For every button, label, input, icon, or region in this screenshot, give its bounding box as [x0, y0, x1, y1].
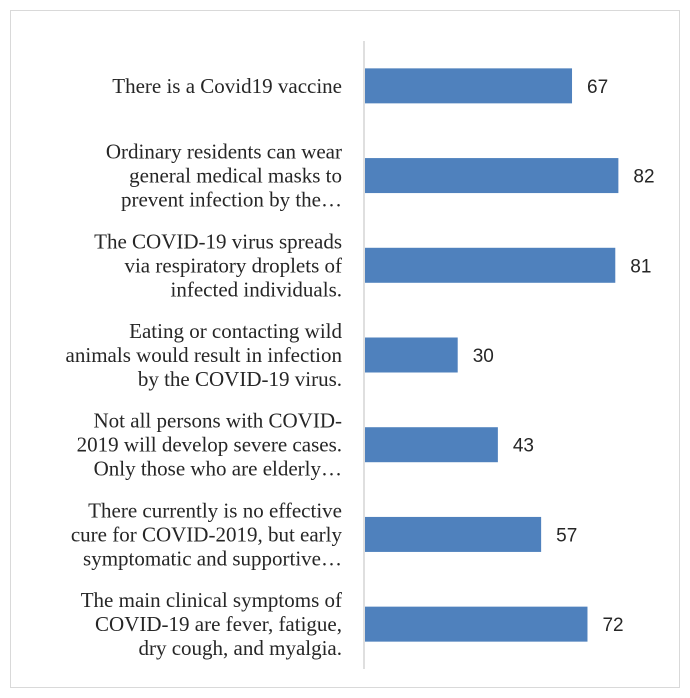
- category-label-2: Ordinary residents can wear general medic…: [106, 140, 342, 212]
- value-label-1: 67: [587, 77, 608, 98]
- category-label-3-line-1: The COVID-19 virus spreads: [94, 229, 342, 253]
- category-label-5: Not all persons with COVID-2019 will dev…: [77, 409, 342, 481]
- value-label-5: 43: [513, 436, 534, 457]
- category-label-4-line-2: animals would result in infection: [66, 343, 343, 367]
- category-label-5-line-1: Not all persons with COVID-: [94, 409, 342, 433]
- category-label-4: Eating or contacting wild animals would r…: [66, 319, 343, 391]
- category-label-3-line-3: infected individuals.: [171, 277, 342, 301]
- category-label-1: There is a Covid19 vaccine: [112, 74, 342, 98]
- bar-5: [365, 427, 498, 463]
- category-label-6-line-1: There currently is no effective: [88, 498, 342, 522]
- category-label-3: The COVID-19 virus spreads via respirator…: [94, 229, 342, 301]
- bar-1: [365, 68, 573, 104]
- category-label-7-line-1: The main clinical symptoms of: [81, 588, 342, 612]
- category-label-7: The main clinical symptoms of COVID-19 ar…: [81, 588, 342, 660]
- category-label-7-line-3: dry cough, and myalgia.: [138, 636, 342, 660]
- bar-chart: 67 82 81 30 43 57 72 There is a Covid19 vaccin…: [66, 41, 655, 669]
- category-label-4-line-1: Eating or contacting wild: [129, 319, 342, 343]
- category-label-2-line-1: Ordinary residents can wear: [106, 140, 342, 164]
- value-label-3: 81: [630, 256, 651, 277]
- bar-6: [365, 516, 542, 552]
- bar-3: [365, 247, 616, 283]
- bars-group: [365, 68, 619, 642]
- category-label-1-line-1: There is a Covid19 vaccine: [112, 74, 342, 98]
- category-label-6: There currently is no effective cure for …: [71, 498, 343, 570]
- category-label-5-line-2: 2019 will develop severe cases.: [77, 433, 342, 457]
- value-label-7: 72: [602, 615, 623, 636]
- category-label-6-line-3: symptomatic and supportive…: [83, 546, 342, 570]
- category-labels-group: There is a Covid19 vaccine Ordinary resid…: [66, 74, 343, 660]
- bar-7: [365, 606, 588, 642]
- category-label-2-line-2: general medical masks to: [129, 164, 342, 188]
- category-label-6-line-2: cure for COVID-2019, but early: [71, 522, 343, 546]
- category-label-5-line-3: Only those who are elderly…: [94, 457, 342, 481]
- category-label-4-line-3: by the COVID-19 virus.: [138, 367, 342, 391]
- bar-2: [365, 158, 619, 194]
- bar-4: [365, 337, 458, 373]
- value-labels-group: 67 82 81 30 43 57 72: [473, 77, 655, 636]
- chart-frame: 67 82 81 30 43 57 72 There is a Covid19 vaccin…: [10, 10, 680, 688]
- category-label-7-line-2: COVID-19 are fever, fatigue,: [95, 612, 342, 636]
- value-label-6: 57: [556, 525, 577, 546]
- category-label-2-line-3: prevent infection by the…: [121, 188, 342, 212]
- value-label-2: 82: [633, 167, 654, 188]
- value-label-4: 30: [473, 346, 494, 367]
- category-label-3-line-2: via respiratory droplets of: [124, 253, 342, 277]
